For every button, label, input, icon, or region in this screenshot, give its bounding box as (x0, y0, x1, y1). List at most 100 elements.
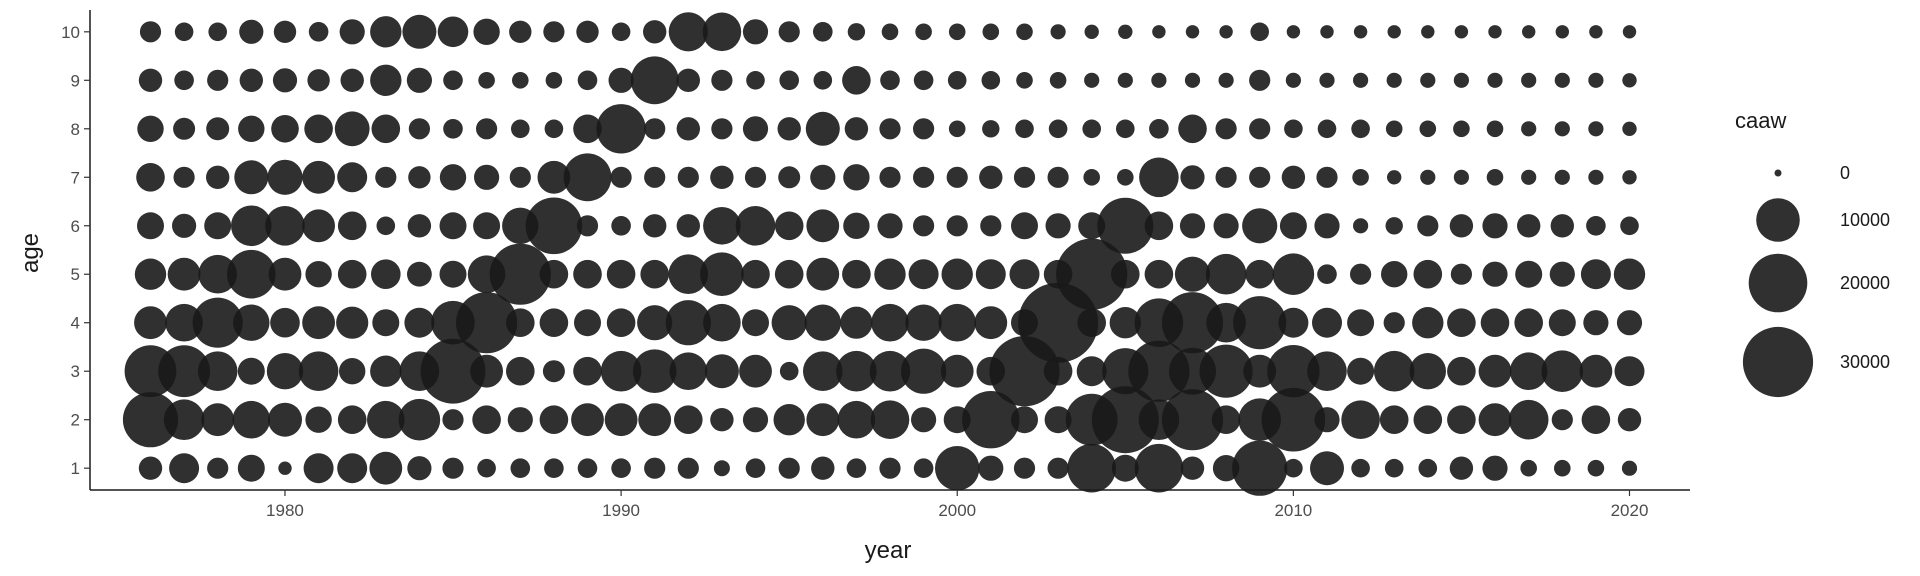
data-point (472, 405, 501, 435)
data-point (407, 261, 432, 287)
data-point (643, 214, 667, 238)
data-point (302, 306, 335, 340)
data-point (843, 164, 870, 191)
data-point (1383, 312, 1405, 334)
data-point (1316, 166, 1338, 188)
data-point (1161, 389, 1224, 451)
data-point (1044, 406, 1072, 434)
data-point (1215, 166, 1237, 188)
data-point (870, 400, 910, 440)
data-point (443, 119, 463, 139)
data-point (473, 18, 500, 45)
data-point (978, 455, 1004, 481)
data-point (573, 114, 602, 144)
data-point (874, 258, 906, 290)
data-point (746, 71, 765, 90)
data-point (677, 457, 699, 479)
data-point (1261, 387, 1326, 452)
data-point (665, 300, 711, 346)
data-point (1622, 25, 1637, 39)
data-point (915, 23, 932, 41)
data-point (1385, 217, 1403, 235)
data-point (938, 303, 976, 342)
data-point (1487, 72, 1503, 88)
data-point (298, 351, 339, 392)
data-point (404, 307, 435, 338)
y-tick-label: 7 (71, 168, 80, 187)
data-point (489, 243, 551, 305)
data-point (979, 165, 1003, 189)
data-point (1453, 72, 1469, 88)
data-point (1579, 354, 1613, 388)
data-point (1554, 72, 1570, 88)
data-point (741, 259, 770, 289)
data-point (1317, 119, 1337, 139)
data-point (442, 409, 464, 431)
data-point (232, 400, 271, 439)
data-point (742, 407, 769, 433)
data-point (913, 458, 934, 479)
legend-key-circle (1756, 198, 1800, 242)
data-point (1013, 166, 1036, 188)
data-point (134, 306, 167, 340)
data-point (304, 114, 333, 144)
data-point (1310, 451, 1344, 486)
data-point (905, 304, 942, 341)
data-point (1128, 340, 1190, 402)
data-point (711, 118, 733, 140)
data-point (420, 338, 486, 404)
data-point (1281, 165, 1306, 189)
data-point (302, 209, 335, 243)
data-point (842, 66, 871, 95)
data-point (611, 458, 631, 479)
data-point (1588, 72, 1604, 88)
data-point (206, 117, 230, 141)
data-point (778, 457, 800, 479)
data-point (1521, 169, 1537, 185)
data-point (137, 115, 164, 142)
data-point (813, 71, 833, 90)
data-point (1351, 458, 1370, 478)
data-point (611, 22, 631, 42)
y-tick-label: 1 (71, 459, 80, 478)
data-point (1412, 307, 1444, 339)
data-point (1233, 296, 1287, 350)
data-point (1478, 354, 1512, 388)
data-point (1554, 459, 1571, 477)
data-point (577, 458, 598, 479)
data-point (1212, 455, 1240, 482)
data-point (982, 23, 1000, 41)
data-point (1117, 72, 1133, 88)
data-point (606, 259, 636, 289)
data-point (1447, 356, 1476, 386)
x-tick-label: 1980 (266, 501, 304, 520)
data-point (608, 67, 634, 93)
data-point (1043, 356, 1073, 386)
data-point (1243, 354, 1277, 388)
legend-key-circle (1742, 326, 1814, 398)
data-point (1614, 356, 1645, 387)
x-tick-label: 2010 (1274, 501, 1312, 520)
data-point (638, 403, 672, 437)
data-point (337, 259, 367, 289)
data-point (600, 350, 642, 392)
data-point (1588, 169, 1604, 185)
data-point (774, 211, 804, 241)
data-point (339, 358, 366, 385)
data-point (545, 72, 563, 89)
data-point (1245, 259, 1274, 289)
data-point (1583, 310, 1609, 336)
data-point (512, 72, 529, 89)
data-point (837, 400, 876, 439)
data-point (1011, 212, 1038, 240)
data-point (1453, 169, 1469, 185)
data-point (1447, 405, 1476, 435)
data-point (1048, 119, 1068, 139)
data-point (237, 454, 265, 482)
data-point (207, 69, 229, 91)
data-point (879, 118, 901, 140)
data-point (372, 309, 400, 337)
data-point (1450, 263, 1472, 285)
data-point (644, 166, 666, 188)
